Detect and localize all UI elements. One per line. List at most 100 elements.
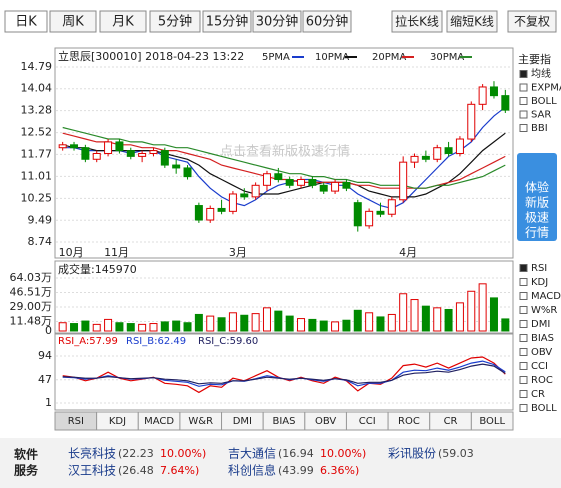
stock-name[interactable]: 长亮科技 — [68, 446, 116, 461]
checkbox[interactable] — [519, 362, 528, 370]
indicator-label[interactable]: W%R — [531, 305, 557, 316]
indicator-label[interactable]: SAR — [531, 110, 551, 121]
ma-line — [62, 132, 506, 198]
volume-bar — [376, 316, 385, 332]
candle-body — [285, 179, 294, 186]
indicator-label[interactable]: CR — [531, 389, 545, 400]
tab-label[interactable]: 60分钟 — [306, 14, 349, 30]
stock-name[interactable]: 汉王科技 — [68, 464, 116, 478]
candle-body — [421, 155, 430, 160]
stock-price: (26.48 — [118, 464, 154, 477]
legend-label: RSI_A:57.99 — [58, 336, 118, 347]
candle-body — [206, 207, 215, 221]
indicator-tab-label[interactable]: CCI — [359, 416, 376, 427]
tab-label[interactable]: 15分钟 — [206, 14, 249, 30]
candle-body — [433, 147, 442, 160]
checkbox[interactable] — [519, 404, 528, 412]
y-tick-label: 13.28 — [21, 104, 53, 117]
indicator-tab-label[interactable]: MACD — [144, 416, 174, 427]
tab[interactable] — [302, 10, 352, 33]
indicator-label[interactable]: OBV — [531, 347, 552, 358]
indicator-tab-label[interactable]: CR — [444, 416, 458, 427]
tab[interactable] — [149, 10, 201, 33]
indicator-label[interactable]: 均线 — [531, 67, 551, 80]
promo-text[interactable]: 体验 — [525, 180, 549, 195]
indicator-label[interactable]: KDJ — [531, 277, 548, 288]
indicator-label[interactable]: BBI — [531, 123, 548, 134]
indicator-tab-label[interactable]: BOLL — [479, 416, 505, 427]
checkbox[interactable] — [519, 376, 528, 384]
promo-button[interactable] — [517, 153, 557, 241]
button[interactable] — [446, 10, 498, 33]
checkbox[interactable] — [519, 278, 528, 286]
tab-label[interactable]: 30分钟 — [256, 14, 299, 30]
checkbox[interactable] — [519, 348, 528, 356]
tab[interactable] — [99, 10, 147, 33]
tab[interactable] — [4, 10, 48, 33]
checkbox[interactable] — [519, 292, 528, 300]
promo-text[interactable]: 行情 — [525, 226, 549, 240]
promo-text[interactable]: 极速 — [525, 211, 549, 225]
candle-body — [319, 184, 328, 192]
candle-body — [467, 103, 476, 140]
indicator-label[interactable]: BOLL — [531, 403, 557, 414]
indicator-tab-label[interactable]: KDJ — [109, 416, 126, 427]
checkbox[interactable] — [519, 97, 528, 105]
checkbox[interactable] — [519, 124, 528, 132]
stock-price: (43.99 — [278, 464, 314, 477]
button-label[interactable]: 不复权 — [514, 15, 550, 29]
checkbox[interactable] — [519, 110, 528, 119]
candle-body — [70, 144, 79, 149]
volume-bar — [297, 318, 306, 332]
indicator-tab-label[interactable]: OBV — [315, 416, 336, 427]
indicator-tab-label[interactable]: BIAS — [273, 416, 296, 427]
tab[interactable] — [202, 10, 252, 33]
tab-label[interactable]: 日K — [15, 15, 37, 30]
button[interactable] — [507, 10, 557, 33]
button[interactable] — [391, 10, 443, 33]
stock-price: (16.94 — [278, 447, 314, 460]
indicator-label[interactable]: CCI — [531, 361, 548, 372]
tab-label[interactable]: 月K — [112, 15, 134, 30]
y-tick-label: 46.51万 — [10, 286, 53, 299]
candle-body — [387, 199, 396, 215]
tab[interactable] — [49, 10, 97, 33]
indicator-label[interactable]: MACD — [531, 291, 561, 302]
checkbox[interactable] — [519, 70, 528, 78]
stock-change: 7.64%) — [160, 464, 199, 477]
button-label[interactable]: 拉长K线 — [395, 14, 439, 29]
candle-body — [160, 150, 169, 166]
volume-bar — [501, 318, 510, 332]
checkbox[interactable] — [519, 390, 528, 398]
stock-name[interactable]: 彩讯股份 — [388, 447, 436, 461]
indicator-label[interactable]: BOLL — [531, 96, 557, 107]
volume-bar — [262, 307, 271, 332]
tab-label[interactable]: 周K — [62, 15, 84, 30]
indicator-label[interactable]: ROC — [531, 375, 553, 386]
indicator-tab-label[interactable]: W&R — [188, 416, 213, 427]
y-tick-label: 12.52 — [21, 126, 53, 139]
tab[interactable] — [252, 10, 302, 33]
indicator-tab-label[interactable]: RSI — [68, 416, 84, 427]
checkbox[interactable] — [519, 320, 528, 328]
checkbox[interactable] — [519, 334, 528, 342]
checkbox[interactable] — [519, 264, 528, 272]
checkbox[interactable] — [519, 306, 528, 314]
indicator-label[interactable]: BIAS — [531, 333, 554, 344]
indicator-tab-label[interactable]: DMI — [233, 416, 252, 427]
indicator-tab[interactable] — [470, 411, 514, 431]
button-label[interactable]: 缩短K线 — [450, 14, 494, 29]
stock-name[interactable]: 科创信息 — [228, 463, 276, 478]
indicator-label[interactable]: DMI — [531, 319, 550, 330]
candle-body — [376, 210, 385, 215]
checkbox[interactable] — [519, 83, 528, 92]
tab-label[interactable]: 5分钟 — [158, 14, 192, 30]
candle-body — [399, 161, 408, 201]
indicator-label[interactable]: RSI — [531, 263, 547, 274]
indicator-label[interactable]: EXPMA — [531, 83, 561, 94]
indicator-tab-label[interactable]: ROC — [398, 416, 420, 427]
stock-name[interactable]: 吉大通信 — [228, 447, 276, 461]
promo-text[interactable]: 新版 — [525, 195, 549, 210]
y-tick-label: 94 — [38, 349, 52, 362]
